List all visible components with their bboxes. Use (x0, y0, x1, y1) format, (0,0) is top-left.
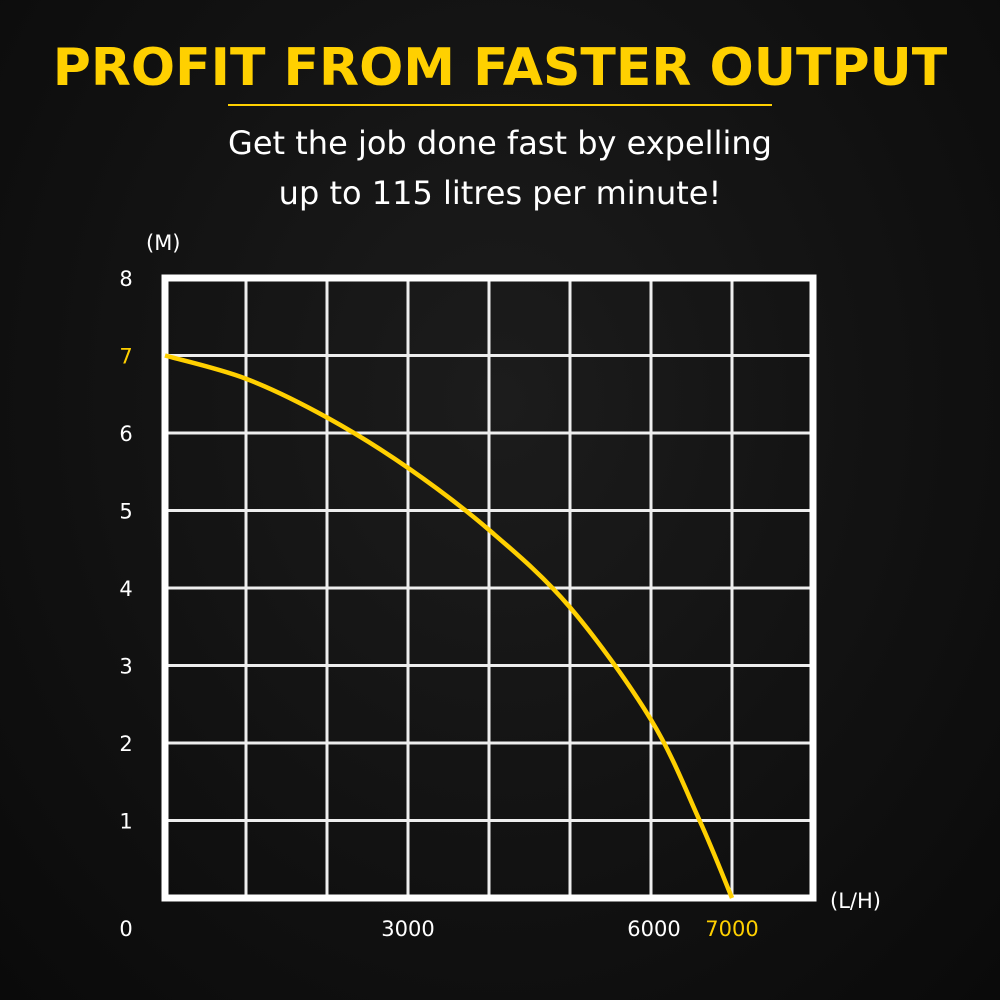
grid (165, 278, 813, 898)
y-tick-labels: 1 2 3 4 5 6 7 8 (119, 267, 132, 834)
x-tick-labels: 0 3000 6000 7000 (119, 917, 758, 941)
y-axis-label: (M) (146, 231, 181, 255)
y-tick-label: 6 (119, 422, 132, 446)
chart-frame (161, 274, 817, 902)
series-line (164, 353, 735, 899)
subtitle: Get the job done fast by expelling up to… (0, 118, 1000, 218)
x-tick-label: 0 (119, 917, 132, 941)
y-tick-label: 1 (119, 810, 132, 834)
x-axis-label: (L/H) (830, 889, 881, 913)
x-tick-label: 6000 (627, 917, 680, 941)
x-tick-label: 7000 (705, 917, 758, 941)
x-tick-label: 3000 (381, 917, 434, 941)
page-title: PROFIT FROM FASTER OUTPUT (52, 38, 948, 98)
y-tick-label: 3 (119, 655, 132, 679)
title-divider (228, 104, 772, 106)
y-tick-label: 8 (119, 267, 132, 291)
y-tick-label: 5 (119, 500, 132, 524)
subtitle-line-1: Get the job done fast by expelling (228, 124, 772, 162)
y-tick-label: 2 (119, 732, 132, 756)
y-tick-label: 7 (119, 345, 132, 369)
y-tick-label: 4 (119, 577, 132, 601)
subtitle-line-2: up to 115 litres per minute! (278, 174, 722, 212)
